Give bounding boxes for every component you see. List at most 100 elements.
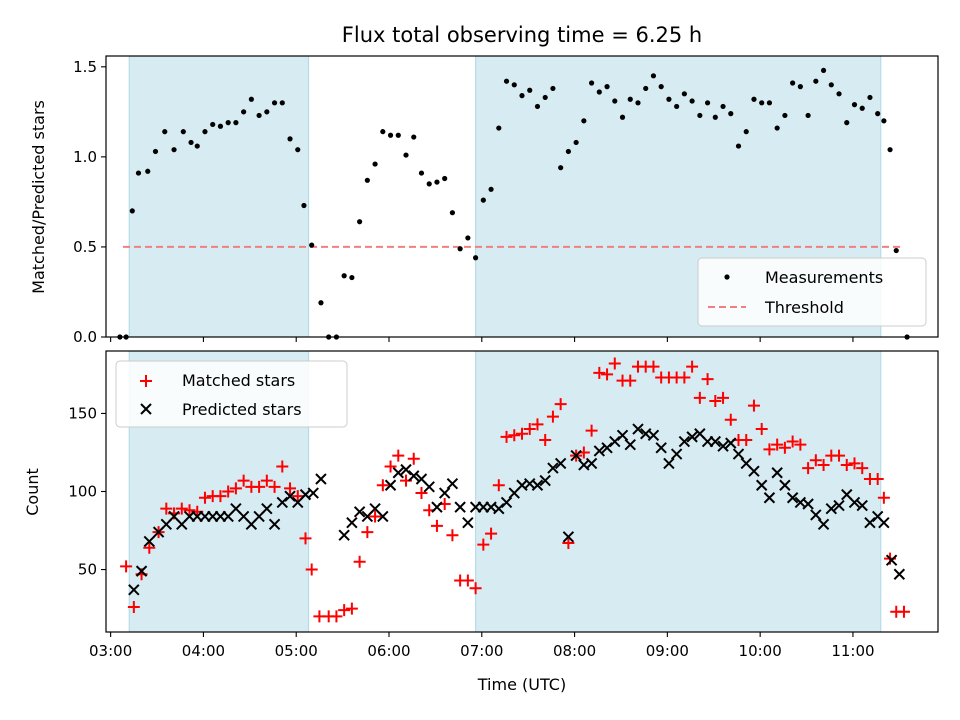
matched-star-point <box>214 490 227 503</box>
matched-star-point <box>531 418 544 431</box>
measurement-point <box>279 100 285 106</box>
predicted-star-point <box>616 429 629 442</box>
x-tick-label: 05:00 <box>275 642 318 660</box>
measurement-point <box>519 93 525 99</box>
predicted-star-point <box>531 479 544 491</box>
matched-star-point <box>485 527 498 540</box>
legend-matched-label: Matched stars <box>182 371 295 390</box>
x-tick-label: 10:00 <box>739 642 782 660</box>
legend-predicted-marker <box>140 403 152 415</box>
predicted-star-point <box>554 457 567 470</box>
predicted-star-point <box>856 499 868 512</box>
measurement-point <box>720 103 726 110</box>
measurement-point <box>588 80 595 86</box>
matched-star-point <box>469 582 482 595</box>
predicted-star-point <box>384 479 397 491</box>
predicted-star-point <box>539 474 551 487</box>
measurement-point <box>129 208 135 214</box>
measurement-point <box>542 94 548 101</box>
predicted-star-point <box>261 502 273 515</box>
measurement-point <box>550 85 556 92</box>
measurement-point <box>751 96 757 102</box>
predicted-star-point <box>771 467 783 479</box>
top-y-tick-label: 0.5 <box>73 238 97 256</box>
top-chart-title: Flux total observing time = 6.25 h <box>342 23 702 47</box>
matched-star-point <box>299 532 312 545</box>
legend-threshold-label: Threshold <box>764 298 844 317</box>
predicted-star-point <box>725 437 737 449</box>
matched-star-point <box>539 433 552 446</box>
bottom-legend: Matched stars Predicted stars <box>115 360 348 428</box>
matched-star-point <box>871 473 884 486</box>
measurement-point <box>635 100 641 106</box>
matched-star-point <box>833 449 846 462</box>
bottom-shaded-interval <box>475 350 882 633</box>
measurement-point <box>728 111 734 117</box>
measurement-point <box>820 67 827 74</box>
predicted-star-point <box>755 479 768 491</box>
matched-star-point <box>763 443 776 456</box>
measurement-point <box>233 120 239 126</box>
x-tick-label: 04:00 <box>182 642 225 660</box>
predicted-star-point <box>135 565 148 577</box>
measurement-point <box>135 170 142 176</box>
matched-star-point <box>284 482 297 495</box>
predicted-star-point <box>686 431 698 443</box>
x-tick-label: 09:00 <box>646 642 689 660</box>
top-legend: Measurements Threshold <box>697 257 927 327</box>
bottom-x-ticks: 03:00 04:00 05:00 06:00 07:00 08:00 09:00 10:00… <box>89 632 875 660</box>
matched-star-point <box>686 360 699 373</box>
bottom-panel: 03:00 04:00 05:00 06:00 07:00 08:00 09:00 10:00… <box>23 350 939 694</box>
measurement-point <box>264 109 270 115</box>
predicted-star-point <box>585 457 598 470</box>
bottom-y-ticks: 50 100 150 <box>68 404 106 579</box>
measurement-point <box>357 219 363 225</box>
measurement-point <box>712 114 718 120</box>
measurement-point <box>658 84 664 90</box>
predicted-star-point <box>748 465 760 477</box>
measurement-point <box>666 96 672 102</box>
top-y-tick-label: 1.0 <box>73 148 97 166</box>
matched-star-point <box>253 480 266 493</box>
predicted-star-point <box>570 449 582 462</box>
measurement-point <box>180 129 186 135</box>
predicted-star-point <box>562 531 575 543</box>
measurement-point <box>774 125 780 131</box>
measurement-point <box>619 114 626 120</box>
measurement-point <box>887 147 893 153</box>
matched-star-point <box>446 529 459 542</box>
measurement-point <box>805 112 811 119</box>
measurement-point <box>759 100 765 106</box>
measurement-point <box>650 73 657 79</box>
predicted-star-point <box>400 463 412 476</box>
bottom-legend-box <box>115 360 348 428</box>
measurement-point <box>248 96 254 102</box>
x-tick-label: 06:00 <box>367 642 410 660</box>
measurement-point <box>496 125 502 131</box>
matched-star-point <box>516 427 528 440</box>
measurement-point <box>202 129 208 135</box>
matched-star-point <box>198 491 211 504</box>
predicted-star-point <box>663 457 675 470</box>
predicted-star-point <box>885 554 898 566</box>
matched-star-point <box>477 538 490 551</box>
matched-star-point <box>222 485 235 498</box>
predicted-star-point <box>276 496 289 509</box>
measurement-point <box>790 80 796 86</box>
matched-star-point <box>305 563 318 576</box>
matched-star-point <box>330 610 343 623</box>
matched-star-point <box>794 438 807 451</box>
predicted-star-point <box>377 510 389 523</box>
measurement-point <box>271 100 278 106</box>
measurement-point <box>309 242 315 248</box>
matched-star-point <box>369 510 382 523</box>
matched-star-point <box>361 526 374 539</box>
matched-star-point <box>709 394 722 407</box>
x-axis-label: Time (UTC) <box>477 675 566 694</box>
predicted-star-point <box>678 435 691 448</box>
predicted-star-point <box>864 517 876 529</box>
matched-star-point <box>786 435 799 448</box>
predicted-star-point <box>408 470 420 482</box>
measurement-point <box>225 120 231 126</box>
